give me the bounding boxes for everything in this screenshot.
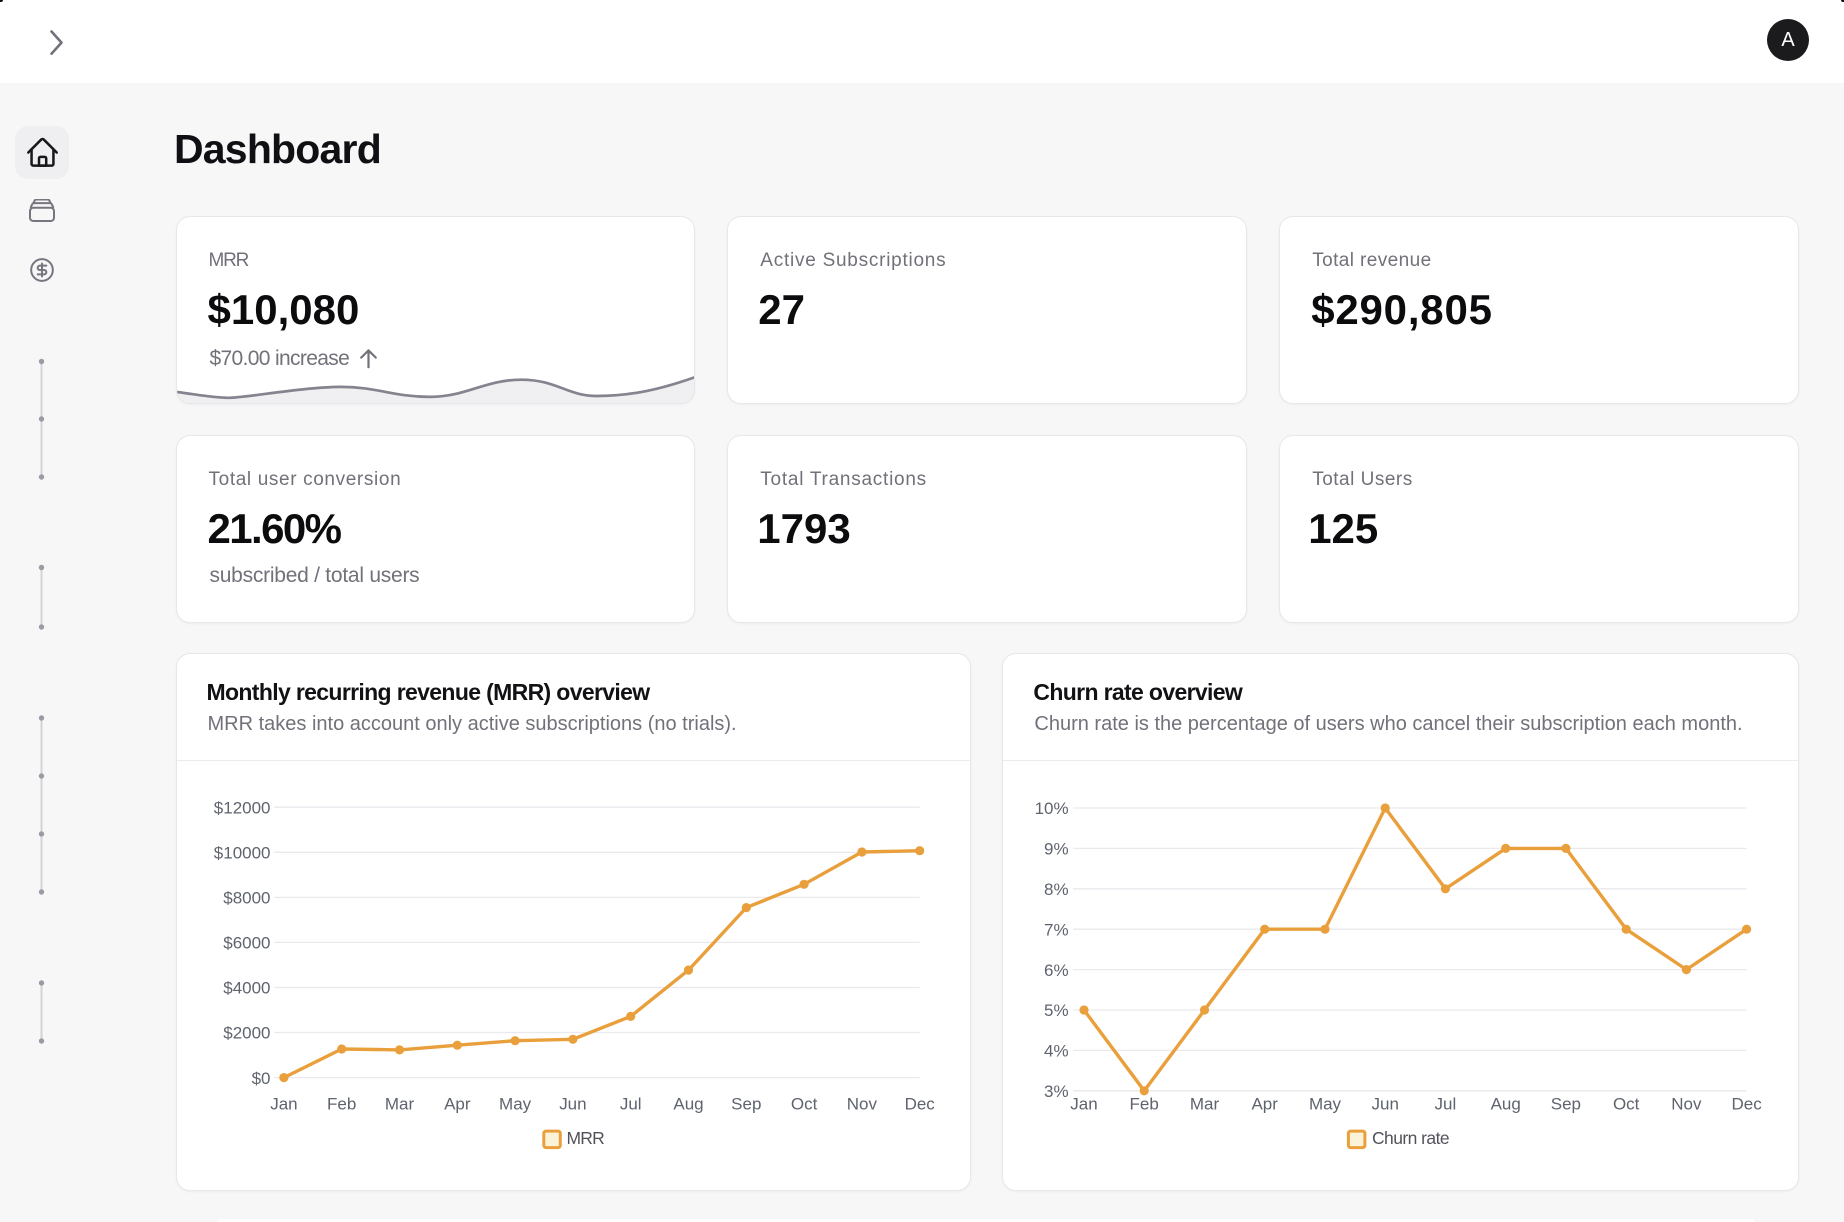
svg-text:Jun: Jun: [559, 1094, 586, 1113]
svg-text:Aug: Aug: [673, 1094, 703, 1113]
svg-text:$4000: $4000: [223, 979, 270, 998]
svg-text:5%: 5%: [1044, 1001, 1069, 1020]
svg-text:10%: 10%: [1035, 799, 1069, 818]
svg-text:$0: $0: [251, 1069, 270, 1088]
svg-text:May: May: [499, 1094, 532, 1113]
svg-text:Feb: Feb: [1130, 1094, 1159, 1113]
svg-text:6%: 6%: [1044, 961, 1069, 980]
svg-text:Nov: Nov: [846, 1094, 877, 1113]
svg-text:$12000: $12000: [213, 798, 270, 817]
svg-text:Churn rate: Churn rate: [1372, 1128, 1449, 1148]
svg-text:7%: 7%: [1044, 920, 1069, 939]
svg-text:Jan: Jan: [1071, 1094, 1098, 1113]
svg-text:Apr: Apr: [1252, 1094, 1279, 1113]
svg-text:Apr: Apr: [444, 1094, 471, 1113]
svg-text:$8000: $8000: [223, 889, 270, 908]
svg-text:Oct: Oct: [790, 1094, 817, 1113]
svg-text:4%: 4%: [1044, 1042, 1069, 1061]
svg-text:$2000: $2000: [223, 1024, 270, 1043]
svg-text:Oct: Oct: [1613, 1094, 1640, 1113]
svg-text:Mar: Mar: [1190, 1094, 1220, 1113]
svg-text:Mar: Mar: [384, 1094, 414, 1113]
svg-text:Feb: Feb: [327, 1094, 356, 1113]
svg-text:Nov: Nov: [1672, 1094, 1703, 1113]
svg-text:Jun: Jun: [1372, 1094, 1399, 1113]
svg-text:Sep: Sep: [731, 1094, 761, 1113]
svg-text:May: May: [1309, 1094, 1342, 1113]
svg-text:Sep: Sep: [1551, 1094, 1581, 1113]
svg-text:MRR: MRR: [566, 1128, 604, 1148]
svg-text:Jan: Jan: [270, 1094, 297, 1113]
svg-text:Jul: Jul: [619, 1094, 641, 1113]
svg-text:3%: 3%: [1044, 1082, 1069, 1101]
svg-text:$6000: $6000: [223, 934, 270, 953]
svg-text:$10000: $10000: [213, 844, 270, 863]
svg-text:Dec: Dec: [1732, 1094, 1763, 1113]
svg-text:Jul: Jul: [1435, 1094, 1457, 1113]
svg-text:Aug: Aug: [1491, 1094, 1521, 1113]
svg-text:Dec: Dec: [904, 1094, 935, 1113]
svg-text:9%: 9%: [1044, 840, 1069, 859]
svg-text:8%: 8%: [1044, 880, 1069, 899]
